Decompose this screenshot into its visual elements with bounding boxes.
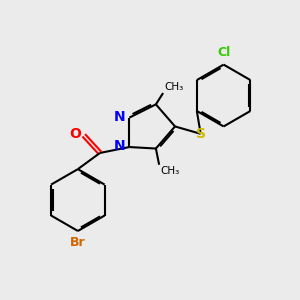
Text: Br: Br bbox=[70, 236, 86, 249]
Text: N: N bbox=[114, 140, 126, 154]
Text: S: S bbox=[196, 128, 206, 141]
Text: N: N bbox=[114, 110, 126, 124]
Text: O: O bbox=[70, 127, 81, 141]
Text: CH₃: CH₃ bbox=[160, 166, 180, 176]
Text: Cl: Cl bbox=[217, 46, 230, 59]
Text: CH₃: CH₃ bbox=[165, 82, 184, 92]
